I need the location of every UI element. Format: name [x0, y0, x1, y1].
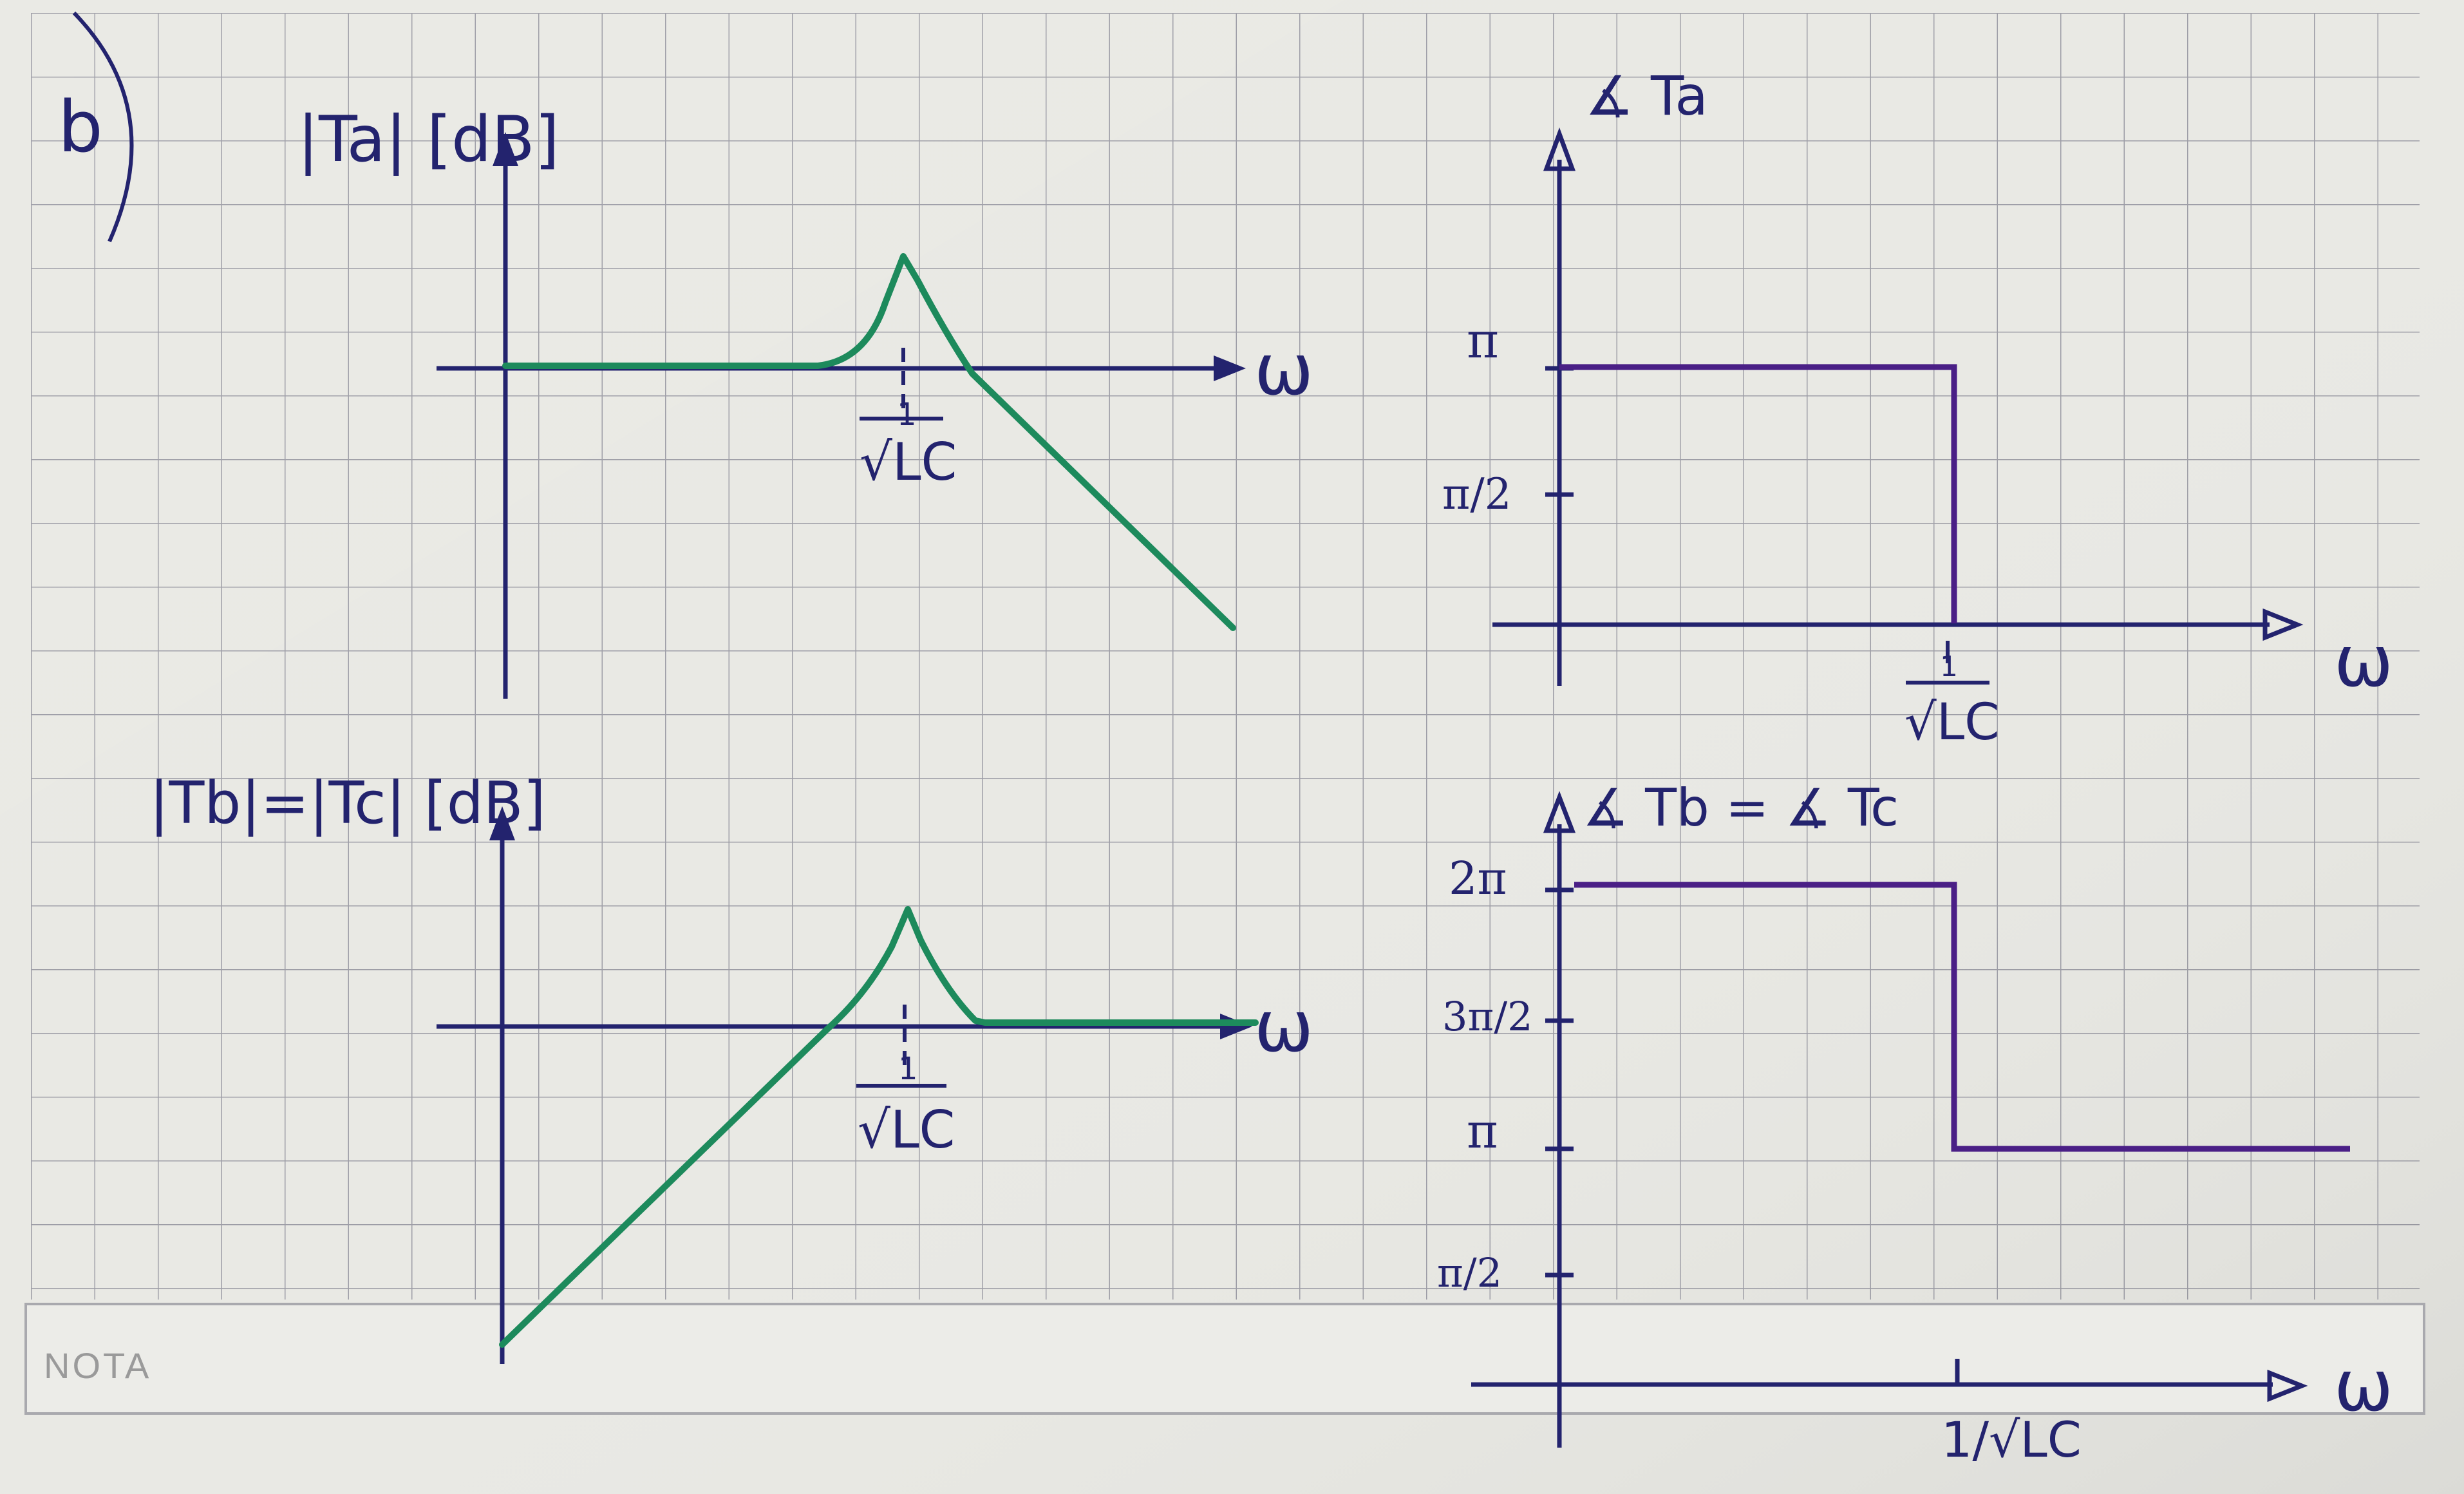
tb-phase-step-curve: [1574, 882, 2350, 1152]
tb-phase-tick-3pi-half-label: 3π/2: [1442, 993, 1533, 1040]
tb-phase-tick-2pi-label: 2π: [1449, 852, 1507, 905]
ta-phase-step-curve: [1559, 364, 1957, 623]
ta-magnitude-tick-numerator: 1: [897, 397, 917, 433]
part-bracket: [72, 11, 134, 243]
ta-magnitude-tick-denominator: √LC: [860, 432, 957, 492]
tb-magnitude-tick-numerator: 1: [898, 1051, 918, 1087]
ta-phase-tick-numerator: 1: [1940, 650, 1958, 683]
tb-phase-x-arrowhead: [2267, 1369, 2308, 1403]
ta-magnitude-curve: [502, 253, 1236, 631]
ta-phase-x-arrowhead: [2262, 608, 2304, 641]
ta-magnitude-plot: |Ta| [dB] ω 1 √LC: [297, 103, 1313, 699]
ta-magnitude-x-arrowhead: [1214, 355, 1246, 381]
ta-phase-plot: ∡ Ta ω π π/2 1 √LC: [1442, 64, 2393, 752]
tb-magnitude-curve: [499, 906, 1259, 1348]
tb-magnitude-y-arrowhead: [489, 806, 515, 840]
tb-phase-x-tick-label: 1/√LC: [1941, 1411, 2082, 1468]
tb-magnitude-plot: |Tb|=|Tc| [dB] ω 1 √LC: [149, 770, 1313, 1364]
ta-magnitude-x-label: ω: [1254, 328, 1313, 411]
tb-phase-y-arrowhead: [1543, 791, 1576, 833]
part-letter: b: [58, 86, 103, 168]
tb-magnitude-title: |Tb|=|Tc| [dB]: [149, 770, 546, 837]
ta-phase-tick-half-pi-label: π/2: [1442, 469, 1512, 519]
tb-phase-x-label: ω: [2334, 1345, 2393, 1427]
ta-phase-y-arrowhead: [1543, 127, 1576, 171]
nota-box: NOTA: [24, 1303, 2425, 1415]
ta-magnitude-title: |Ta| [dB]: [297, 103, 560, 176]
ta-phase-x-label: ω: [2334, 620, 2393, 703]
ta-phase-tick-denominator: √LC: [1904, 694, 2000, 752]
ta-phase-title: ∡ Ta: [1585, 64, 1708, 128]
part-label: b: [58, 11, 134, 243]
nota-label: NOTA: [44, 1345, 151, 1386]
tb-phase-tick-pi-label: π: [1467, 1104, 1498, 1159]
tb-phase-title: ∡ Tb = ∡ Tc: [1583, 778, 1899, 838]
tb-magnitude-tick-denominator: √LC: [858, 1100, 955, 1160]
tb-phase-plot: ∡ Tb = ∡ Tc ω 2π 3π/2 π π/2 1/√LC: [1437, 778, 2393, 1468]
tb-magnitude-x-label: ω: [1254, 985, 1313, 1068]
ta-phase-tick-pi-label: π: [1467, 312, 1499, 369]
tb-phase-tick-half-pi-label: π/2: [1437, 1249, 1502, 1296]
ta-magnitude-y-arrowhead: [493, 132, 518, 166]
